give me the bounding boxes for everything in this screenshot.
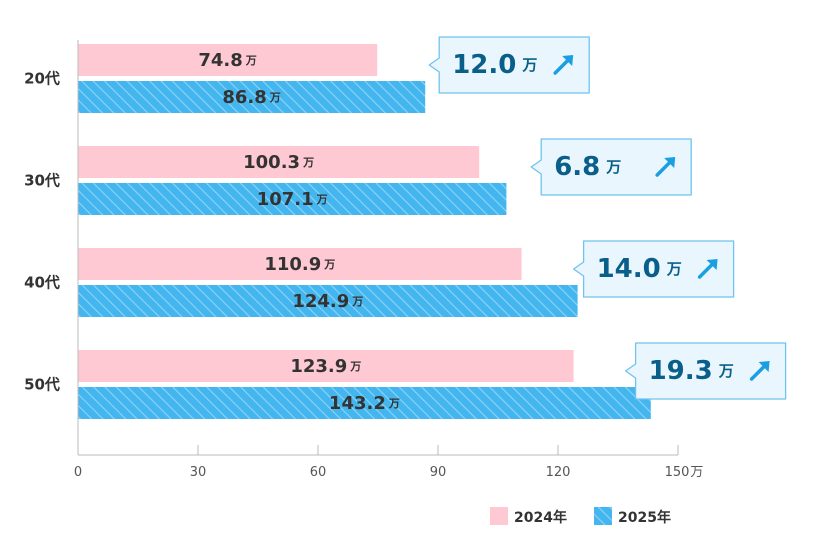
- up-arrow-shaft: [749, 363, 768, 381]
- difference-unit: 万: [521, 56, 537, 74]
- data-label-2025: 86.8 万: [222, 87, 280, 108]
- x-tick-label: 60: [310, 465, 327, 480]
- data-label-2025-value: 107.1: [257, 189, 314, 210]
- up-arrow-icon: [697, 259, 718, 279]
- difference-value: 6.8: [554, 152, 600, 182]
- up-arrow-head: [706, 259, 718, 270]
- data-label-2025-unit: 万: [316, 193, 328, 206]
- category-label: 20代: [24, 70, 60, 88]
- legend-label-2024: 2024年: [514, 509, 567, 526]
- x-axis-unit: 万: [690, 465, 703, 480]
- up-arrow-icon: [749, 361, 770, 381]
- bar-2024: [78, 350, 574, 382]
- up-arrow-head: [664, 157, 676, 168]
- data-label-2025: 124.9 万: [292, 291, 363, 312]
- data-label-2024-value: 110.9: [264, 254, 321, 275]
- legend-label-2025: 2025年: [618, 509, 671, 526]
- difference-unit: 万: [605, 158, 621, 176]
- difference-unit: 万: [666, 260, 682, 278]
- data-label-2024-value: 74.8: [198, 50, 242, 71]
- data-label-2025-unit: 万: [388, 397, 400, 410]
- up-arrow-icon: [655, 157, 676, 177]
- data-label-2025-value: 143.2: [329, 393, 386, 414]
- data-label-2025: 143.2 万: [329, 393, 400, 414]
- difference-unit: 万: [718, 362, 734, 380]
- legend: 2024年 2025年: [490, 507, 671, 526]
- bar-2025: [78, 81, 426, 113]
- difference-value: 12.0: [452, 50, 516, 80]
- difference-label: 12.0 万: [452, 50, 537, 80]
- up-arrow-shaft: [655, 159, 673, 177]
- bar-2024: [78, 146, 480, 178]
- data-label-2024-unit: 万: [302, 156, 314, 169]
- x-axis: 0 30 60 90 120 150万: [74, 40, 704, 480]
- difference-callout: [530, 138, 692, 196]
- data-label-2024-unit: 万: [245, 54, 257, 67]
- difference-label: 14.0 万: [597, 254, 682, 284]
- difference-callout: [572, 240, 735, 298]
- data-label-2025-unit: 万: [269, 91, 281, 104]
- x-tick-label: 90: [430, 465, 447, 480]
- up-arrow-head: [758, 361, 770, 372]
- x-tick-label: 150万: [665, 465, 704, 480]
- category-label: 30代: [24, 172, 60, 190]
- difference-label: 19.3 万: [649, 356, 734, 386]
- bar-2025: [78, 183, 507, 215]
- data-label-2024: 100.3 万: [243, 152, 314, 173]
- up-arrow-head: [562, 55, 574, 66]
- data-label-2024-unit: 万: [323, 258, 335, 271]
- up-arrow-icon: [553, 55, 574, 75]
- category-label: 50代: [24, 376, 60, 394]
- category-label: 40代: [24, 274, 60, 292]
- x-tick-label: 0: [74, 465, 82, 480]
- legend-swatch-2024: [490, 507, 508, 525]
- data-label-2025-unit: 万: [351, 295, 363, 308]
- up-arrow-shaft: [553, 57, 571, 75]
- up-arrow-shaft: [697, 261, 716, 279]
- data-label-2024: 123.9 万: [290, 356, 361, 377]
- data-label-2024-value: 100.3: [243, 152, 300, 173]
- data-label-2024-unit: 万: [349, 360, 361, 373]
- legend-swatch-2025: [594, 507, 612, 525]
- data-label-2025-value: 124.9: [292, 291, 349, 312]
- bar-2025: [78, 285, 578, 317]
- difference-value: 19.3: [649, 356, 713, 386]
- x-tick-label: 120: [546, 465, 571, 480]
- difference-value: 14.0: [597, 254, 661, 284]
- data-label-2025-value: 86.8: [222, 87, 266, 108]
- data-label-2024: 110.9 万: [264, 254, 335, 275]
- x-tick-label: 30: [190, 465, 207, 480]
- bar-2025: [78, 387, 651, 419]
- data-label-2025: 107.1 万: [257, 189, 328, 210]
- data-label-2024-value: 123.9: [290, 356, 347, 377]
- difference-label: 6.8 万: [554, 152, 621, 182]
- difference-callout: [624, 342, 787, 400]
- difference-callout: [428, 36, 590, 94]
- data-label-2024: 74.8 万: [198, 50, 256, 71]
- bar-2024: [78, 248, 522, 280]
- bar-2024: [78, 44, 378, 76]
